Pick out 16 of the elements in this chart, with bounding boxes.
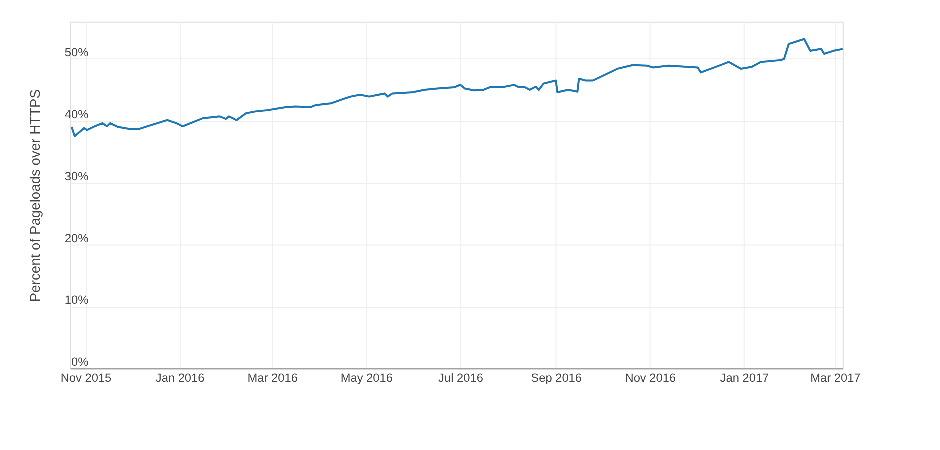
y-tick-label: 10% — [64, 293, 90, 308]
x-tick-label: Sep 2016 — [531, 370, 582, 385]
x-tick-label: Mar 2016 — [248, 370, 298, 385]
y-tick-label: 0% — [71, 355, 90, 370]
y-tick-label: 30% — [64, 169, 90, 184]
y-axis-title: Percent of Pageloads over HTTPS — [27, 89, 44, 302]
y-tick-label: 40% — [64, 107, 90, 122]
y-tick-label: 50% — [64, 46, 90, 60]
x-tick-label: Jan 2016 — [156, 370, 206, 385]
x-tick-label: Mar 2017 — [810, 370, 861, 385]
x-tick-label: Jan 2017 — [720, 370, 770, 385]
x-tick-label: Nov 2016 — [625, 370, 676, 385]
x-tick-label: May 2016 — [340, 370, 394, 385]
x-tick-label: Jul 2016 — [438, 370, 484, 385]
y-tick-label: 20% — [64, 231, 90, 246]
x-tick-label: Nov 2015 — [60, 370, 112, 385]
